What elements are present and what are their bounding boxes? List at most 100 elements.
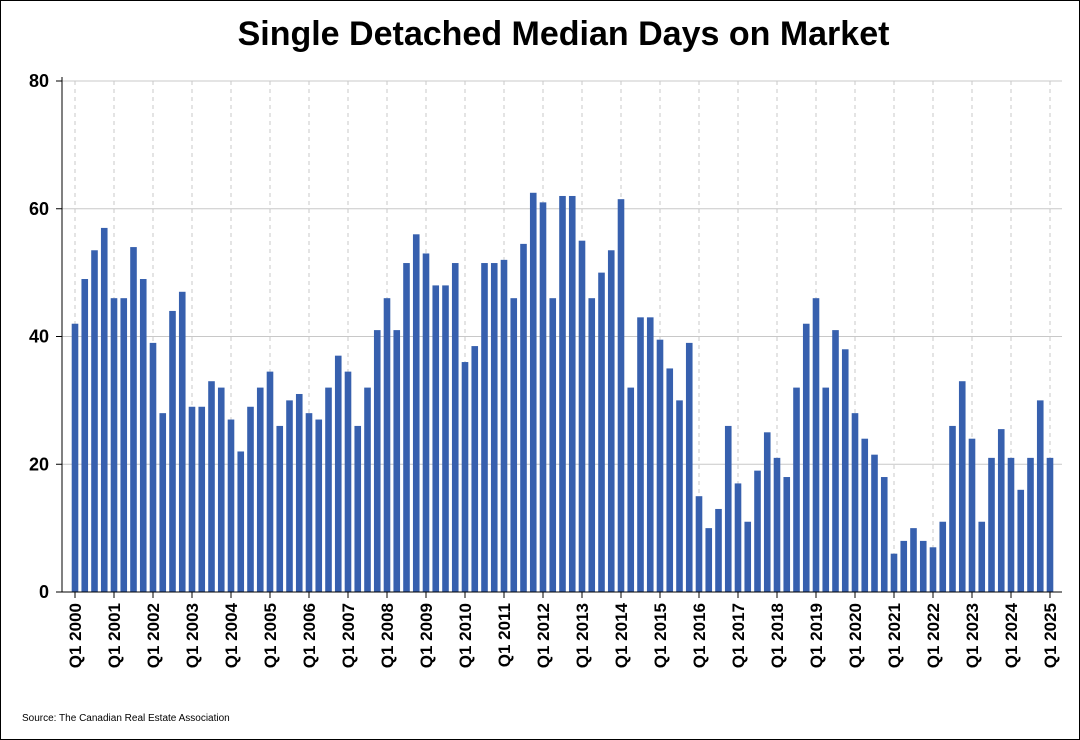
x-tick-label: Q1 2025 — [1041, 603, 1060, 668]
bar — [841, 349, 849, 592]
bar — [773, 457, 781, 592]
bar — [802, 323, 810, 592]
bar — [705, 528, 713, 592]
bar — [890, 553, 898, 592]
bar — [451, 263, 459, 592]
bar — [715, 508, 722, 592]
bar — [919, 540, 927, 592]
bar — [461, 362, 469, 592]
bar — [978, 521, 986, 592]
x-tick-label: Q1 2009 — [417, 603, 436, 668]
x-tick-label: Q1 2013 — [573, 603, 592, 668]
x-axis-ticks: Q1 2000 Q1 2001 Q1 2002 Q1 2003 Q1 2004 Q1 20… — [66, 592, 1060, 668]
bar — [734, 483, 742, 592]
bar — [217, 387, 225, 592]
bar — [763, 432, 771, 592]
bar — [159, 413, 167, 592]
axes — [61, 77, 1062, 593]
x-tick-label: Q1 2018 — [768, 603, 787, 668]
bar — [861, 438, 869, 592]
bar — [685, 342, 693, 592]
bar — [627, 387, 635, 592]
bar — [832, 330, 839, 592]
bar — [568, 195, 576, 592]
x-tick-label: Q1 2020 — [846, 603, 865, 668]
bar — [646, 317, 654, 592]
bar — [949, 425, 956, 592]
bar — [958, 381, 966, 592]
bar — [354, 425, 362, 592]
bar — [403, 263, 410, 592]
y-tick-label: 60 — [29, 199, 49, 219]
bar — [130, 247, 137, 592]
x-tick-label: Q1 2021 — [885, 603, 904, 668]
bar — [481, 263, 488, 592]
bar — [500, 259, 508, 592]
bar — [120, 298, 128, 592]
bar — [100, 227, 108, 592]
y-tick-label: 80 — [29, 71, 49, 91]
x-tick-label: Q1 2005 — [261, 603, 280, 668]
bar-series — [71, 192, 1054, 593]
bar — [1007, 457, 1015, 592]
bar — [910, 528, 917, 592]
bar — [256, 387, 264, 592]
bar — [81, 279, 89, 592]
x-tick-label: Q1 2000 — [66, 603, 85, 668]
bar — [637, 317, 644, 592]
bar — [1046, 457, 1054, 592]
bar — [1036, 400, 1044, 592]
bar — [442, 285, 449, 592]
x-tick-label: Q1 2003 — [183, 603, 202, 668]
source-note: Source: The Canadian Real Estate Associa… — [22, 713, 230, 724]
bar — [383, 298, 391, 592]
bar — [1017, 489, 1025, 592]
bar — [851, 413, 859, 592]
bar — [822, 387, 830, 592]
x-tick-label: Q1 2019 — [807, 603, 826, 668]
bar — [266, 371, 274, 592]
chart-title: Single Detached Median Days on Market — [237, 15, 890, 53]
x-tick-label: Q1 2008 — [378, 603, 397, 668]
bar — [286, 400, 293, 592]
x-tick-label: Q1 2001 — [105, 603, 124, 668]
bar — [812, 298, 820, 592]
x-tick-label: Q1 2014 — [612, 602, 631, 668]
bar — [510, 298, 518, 592]
y-tick-label: 0 — [39, 582, 49, 602]
x-tick-label: Q1 2024 — [1002, 602, 1021, 668]
x-tick-label: Q1 2012 — [534, 603, 553, 668]
bar — [744, 521, 752, 592]
x-tick-label: Q1 2004 — [222, 602, 241, 668]
bar — [539, 202, 547, 593]
x-tick-label: Q1 2016 — [690, 603, 709, 668]
bar — [724, 425, 732, 592]
bar — [325, 387, 332, 592]
x-tick-label: Q1 2015 — [651, 603, 670, 668]
bar — [208, 381, 215, 592]
bar — [578, 240, 586, 592]
x-tick-label: Q1 2022 — [924, 603, 943, 668]
bar — [432, 285, 440, 592]
x-tick-label: Q1 2011 — [495, 603, 514, 667]
bar — [276, 425, 284, 592]
bar — [988, 457, 995, 592]
bar — [110, 298, 118, 592]
bar — [559, 195, 566, 592]
bar — [1027, 457, 1034, 592]
bar — [422, 253, 430, 592]
y-tick-label: 20 — [29, 454, 49, 474]
y-axis-ticks: 0 20 40 60 80 — [29, 71, 62, 602]
bar — [588, 298, 596, 592]
bar — [997, 429, 1005, 592]
bar — [871, 454, 878, 592]
bar — [783, 477, 791, 592]
bar — [549, 298, 557, 592]
bar — [188, 406, 196, 592]
bar — [412, 234, 420, 593]
x-tick-label: Q1 2007 — [339, 603, 358, 668]
bar — [237, 451, 245, 592]
bar — [247, 406, 254, 592]
